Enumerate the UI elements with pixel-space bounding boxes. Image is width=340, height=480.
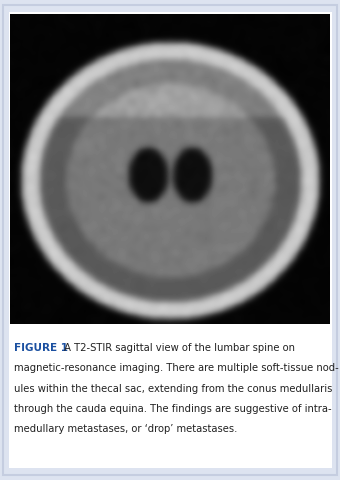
Text: magnetic-resonance imaging. There are multiple soft-tissue nod-: magnetic-resonance imaging. There are mu…	[14, 363, 338, 373]
Text: ules within the thecal sac, extending from the conus medullaris: ules within the thecal sac, extending fr…	[14, 384, 332, 394]
Text: FIGURE 1: FIGURE 1	[14, 343, 68, 353]
FancyBboxPatch shape	[8, 12, 332, 468]
Text: through the cauda equina. The findings are suggestive of intra-: through the cauda equina. The findings a…	[14, 404, 331, 414]
FancyBboxPatch shape	[3, 5, 337, 475]
Text: A T2-STIR sagittal view of the lumbar spine on: A T2-STIR sagittal view of the lumbar sp…	[61, 343, 294, 353]
Text: medullary metastases, or ‘drop’ metastases.: medullary metastases, or ‘drop’ metastas…	[14, 424, 237, 434]
